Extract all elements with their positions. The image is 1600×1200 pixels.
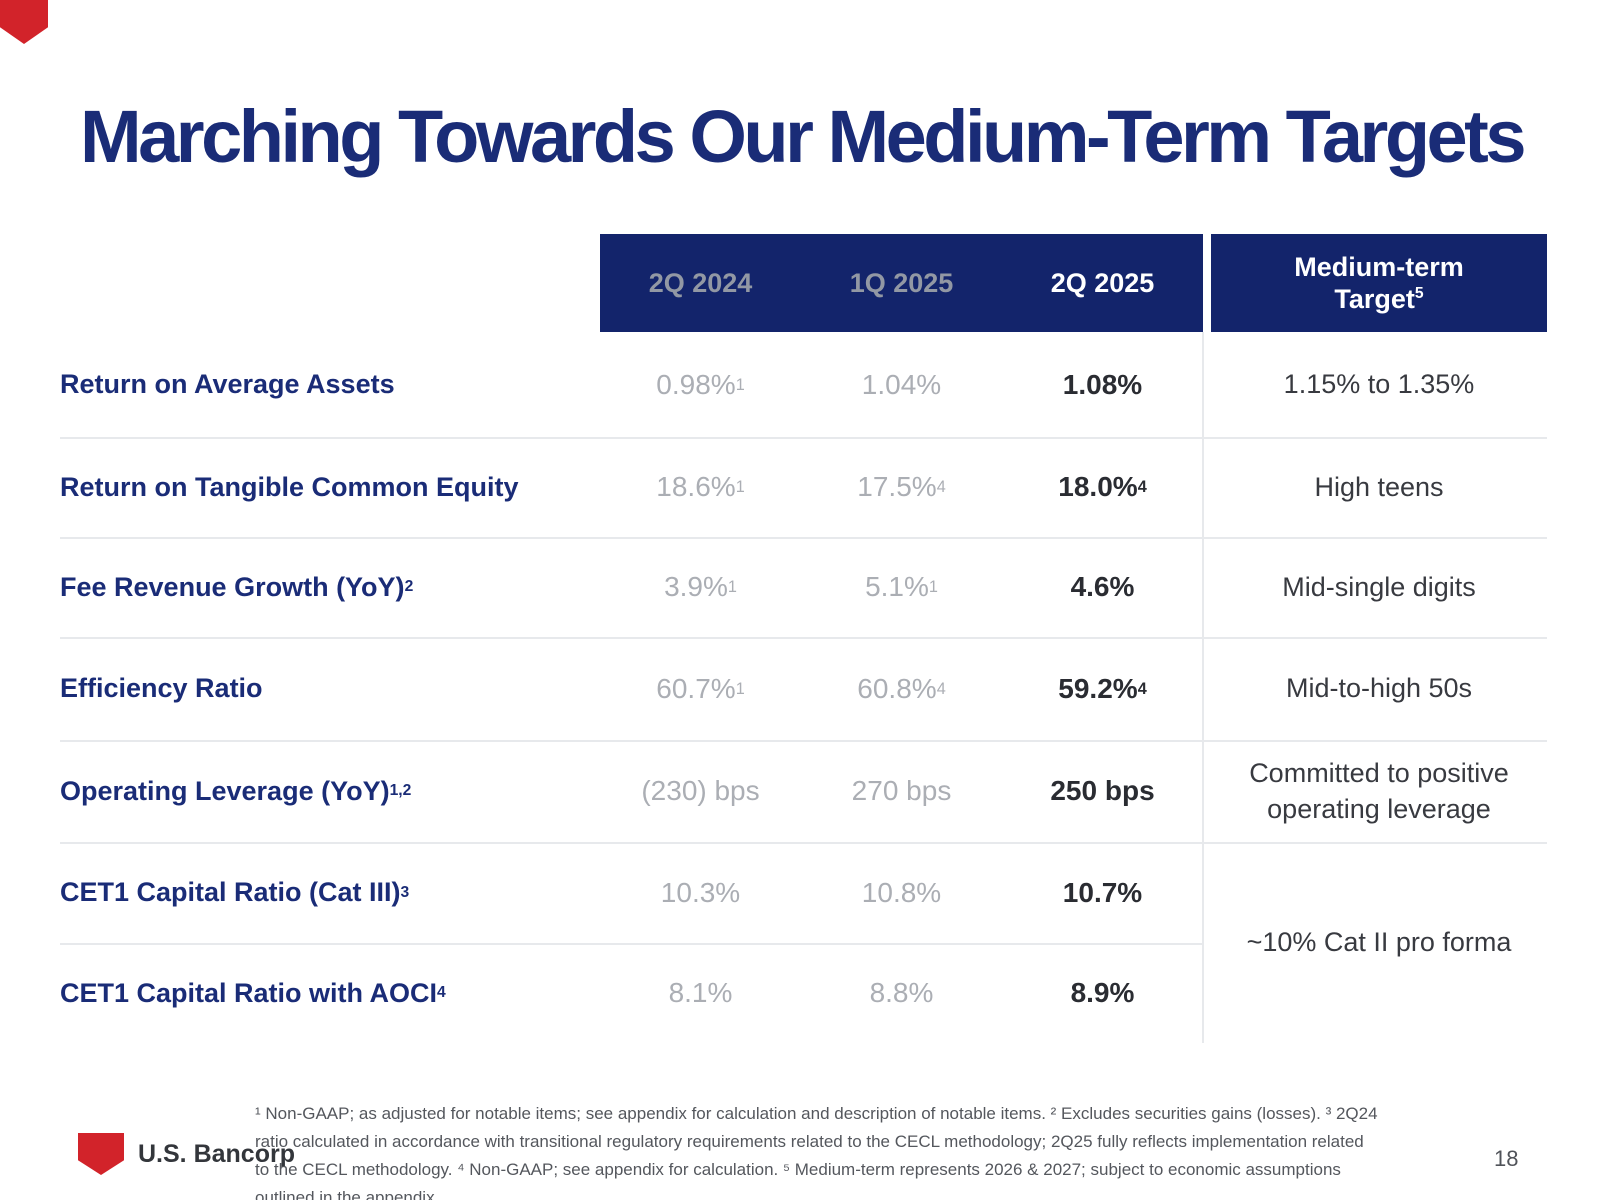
- page-title: Marching Towards Our Medium-Term Targets: [80, 95, 1526, 178]
- footnotes: ¹ Non-GAAP; as adjusted for notable item…: [255, 1100, 1465, 1200]
- value-1q2025: 17.5% 4: [857, 471, 946, 502]
- brand-corner-flag-icon: [0, 0, 48, 44]
- value-2q2024: 0.98% 1: [656, 368, 745, 400]
- column-header-target-line1: Medium-term: [1294, 251, 1464, 282]
- target-column-divider: [1202, 332, 1204, 1043]
- row-divider: [60, 437, 1547, 439]
- medium-term-target-value: Mid-to-high 50s: [1285, 673, 1473, 704]
- metric-label: CET1 Capital Ratio (Cat III) 3: [60, 877, 410, 907]
- medium-term-target-value: 1.15% to 1.35%: [1283, 369, 1475, 400]
- table-row-return-on-average-assets: Return on Average Assets 0.98% 1 1.04% 1.…: [60, 332, 1547, 437]
- metric-label: Return on Tangible Common Equity: [60, 471, 519, 502]
- metric-label: Return on Average Assets: [60, 369, 395, 399]
- medium-term-target-value: Committed to positive operating leverage: [1249, 757, 1509, 824]
- column-header-2q2024: 2Q 2024: [648, 267, 753, 298]
- table-row-efficiency-ratio: Efficiency Ratio 60.7% 1 60.8% 4 59.2% 4 Mi…: [60, 637, 1547, 740]
- value-1q2025: 10.8%: [861, 876, 942, 908]
- value-1q2025: 5.1% 1: [865, 571, 938, 602]
- merged-target-cat2-proforma: ~10% Cat II pro forma: [1246, 927, 1512, 957]
- value-2q2025: 4.6%: [1070, 571, 1135, 602]
- column-header-target-line2: Target5: [1334, 284, 1424, 314]
- table-row-fee-revenue-growth: Fee Revenue Growth (YoY) 2 3.9% 1 5.1% 1 4.…: [60, 537, 1547, 637]
- footnote-line: ¹ Non-GAAP; as adjusted for notable item…: [255, 1104, 1378, 1123]
- metric-label: Fee Revenue Growth (YoY) 2: [60, 571, 414, 602]
- table-row-cet1-capital-ratio-with-aoci: CET1 Capital Ratio with AOCI 4 8.1% 8.8% …: [60, 943, 1547, 1043]
- table-row-return-on-tangible-common-equity: Return on Tangible Common Equity 18.6% 1 …: [60, 437, 1547, 537]
- value-1q2025: 60.8% 4: [857, 672, 946, 704]
- us-bancorp-logo: U.S. Bancorp: [78, 1133, 295, 1175]
- metric-label: Efficiency Ratio: [60, 673, 263, 703]
- footnote-marker: 5: [1414, 285, 1424, 302]
- row-divider: [60, 943, 1202, 945]
- value-2q2025: 8.9%: [1070, 977, 1135, 1008]
- value-1q2025: 270 bps: [851, 775, 952, 806]
- value-2q2024: 3.9% 1: [664, 571, 737, 602]
- value-1q2025: 1.04%: [861, 368, 942, 400]
- medium-term-target-value: Mid-single digits: [1282, 571, 1476, 602]
- value-2q2025: 10.7%: [1062, 876, 1143, 908]
- metric-label: CET1 Capital Ratio with AOCI 4: [60, 977, 446, 1008]
- row-divider: [60, 537, 1547, 539]
- value-2q2024: 60.7% 1: [656, 672, 745, 704]
- table-row-operating-leverage: Operating Leverage (YoY) 1,2 (230) bps 27…: [60, 740, 1547, 842]
- us-bancorp-shield-icon: [78, 1133, 124, 1175]
- medium-term-target-value: High teens: [1314, 471, 1444, 502]
- column-header-1q2025: 1Q 2025: [849, 267, 954, 298]
- value-2q2025: 59.2% 4: [1058, 672, 1147, 704]
- value-2q2024: (230) bps: [641, 775, 760, 806]
- footnote-line: ratio calculated in accordance with tran…: [255, 1132, 1364, 1151]
- footnote-line: to the CECL methodology. ⁴ Non-GAAP; see…: [255, 1160, 1341, 1179]
- value-2q2025: 18.0% 4: [1058, 471, 1147, 502]
- row-divider: [60, 842, 1547, 844]
- value-2q2024: 8.1%: [668, 977, 733, 1008]
- row-divider: [60, 637, 1547, 639]
- table-header-medium-term-target: Medium-term Target5: [1211, 234, 1547, 332]
- page-number: 18: [1494, 1146, 1519, 1171]
- value-2q2024: 18.6% 1: [656, 471, 745, 502]
- column-header-2q2025: 2Q 2025: [1050, 267, 1155, 298]
- footnote-line: outlined in the appendix.: [255, 1188, 440, 1200]
- row-divider: [60, 740, 1547, 742]
- value-2q2025: 250 bps: [1050, 775, 1155, 806]
- value-1q2025: 8.8%: [869, 977, 934, 1008]
- metric-label: Operating Leverage (YoY) 1,2: [60, 775, 412, 806]
- table-header-quarters: 2Q 2024 1Q 2025 2Q 2025: [600, 234, 1203, 332]
- us-bancorp-logo-text: U.S. Bancorp: [138, 1139, 295, 1168]
- table-row-cet1-capital-ratio: CET1 Capital Ratio (Cat III) 3 10.3% 10.8…: [60, 842, 1547, 943]
- value-2q2024: 10.3%: [660, 876, 741, 908]
- value-2q2025: 1.08%: [1062, 368, 1143, 400]
